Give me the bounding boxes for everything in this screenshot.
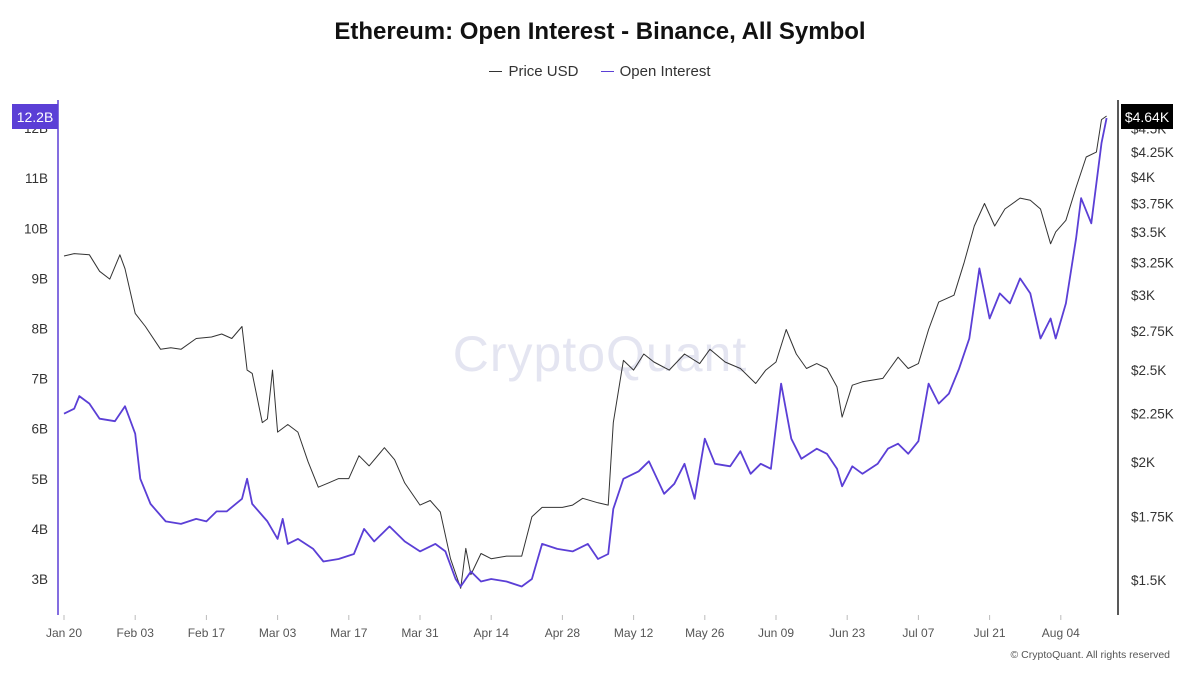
x-tick-label: Aug 04	[1042, 626, 1080, 640]
x-tick-label: Apr 14	[474, 626, 510, 640]
y-right-tick-label: $2K	[1131, 455, 1155, 470]
copyright-notice: © CryptoQuant. All rights reserved	[1010, 649, 1170, 661]
y-left-tick-label: 11B	[25, 171, 48, 186]
y-right-tick-label: $2.25K	[1131, 406, 1174, 421]
y-right-tick-label: $1.5K	[1131, 573, 1166, 588]
legend-item-open-interest[interactable]: Open Interest	[600, 63, 711, 80]
y-left-tick-label: 10B	[24, 221, 48, 236]
y-right-tick-label: $3.25K	[1131, 255, 1174, 270]
x-tick-label: May 26	[685, 626, 725, 640]
legend-label-price: Price USD	[508, 63, 579, 80]
price-usd-line[interactable]	[63, 115, 1107, 589]
x-tick-label: Mar 03	[259, 626, 297, 640]
left-value-badge	[12, 104, 58, 129]
y-right-tick-label: $3.5K	[1131, 225, 1166, 240]
right-value-badge	[1121, 104, 1173, 129]
y-right-tick-label: $4K	[1131, 170, 1155, 185]
x-tick-label: Jan 20	[46, 626, 82, 640]
y-right-tick-label: $2.5K	[1131, 363, 1166, 378]
y-left-tick-label: 9B	[31, 271, 48, 286]
y-left-tick-label: 4B	[31, 522, 48, 537]
x-tick-label: Jul 07	[902, 626, 934, 640]
watermark: CryptoQuant	[452, 326, 748, 382]
y-right-tick-label: $4.25K	[1131, 145, 1174, 160]
x-tick-label: Jun 23	[829, 626, 865, 640]
legend-item-price[interactable]: Price USD	[489, 63, 578, 80]
y-right-tick-label: $1.75K	[1131, 510, 1174, 525]
chart-title: Ethereum: Open Interest - Binance, All S…	[334, 18, 866, 45]
x-tick-label: May 12	[614, 626, 654, 640]
y-left-tick-label: 5B	[31, 472, 48, 487]
x-tick-label: Feb 03	[117, 626, 155, 640]
x-tick-label: Jul 21	[974, 626, 1006, 640]
y-left-tick-label: 7B	[31, 372, 48, 387]
y-right-tick-label: $3K	[1131, 288, 1155, 303]
x-tick-label: Mar 31	[401, 626, 439, 640]
x-tick-label: Apr 28	[545, 626, 581, 640]
legend-swatch-price	[489, 71, 503, 72]
y-left-tick-label: 8B	[31, 322, 48, 337]
x-tick-label: Feb 17	[188, 626, 226, 640]
y-left-tick-label: 6B	[31, 422, 48, 437]
x-tick-label: Jun 09	[758, 626, 794, 640]
y-right-tick-label: $2.75K	[1131, 324, 1174, 339]
right-value-badge-text: $4.64K	[1125, 109, 1170, 125]
x-tick-label: Mar 17	[330, 626, 368, 640]
legend-label-open-interest: Open Interest	[619, 63, 711, 80]
open-interest-line[interactable]	[63, 117, 1108, 588]
y-left-tick-label: 3B	[31, 572, 48, 587]
left-value-badge-text: 12.2B	[17, 109, 54, 125]
legend: Price USD Open Interest	[0, 59, 1200, 80]
y-right-tick-label: $3.75K	[1131, 197, 1174, 212]
legend-swatch-open-interest	[600, 71, 614, 72]
